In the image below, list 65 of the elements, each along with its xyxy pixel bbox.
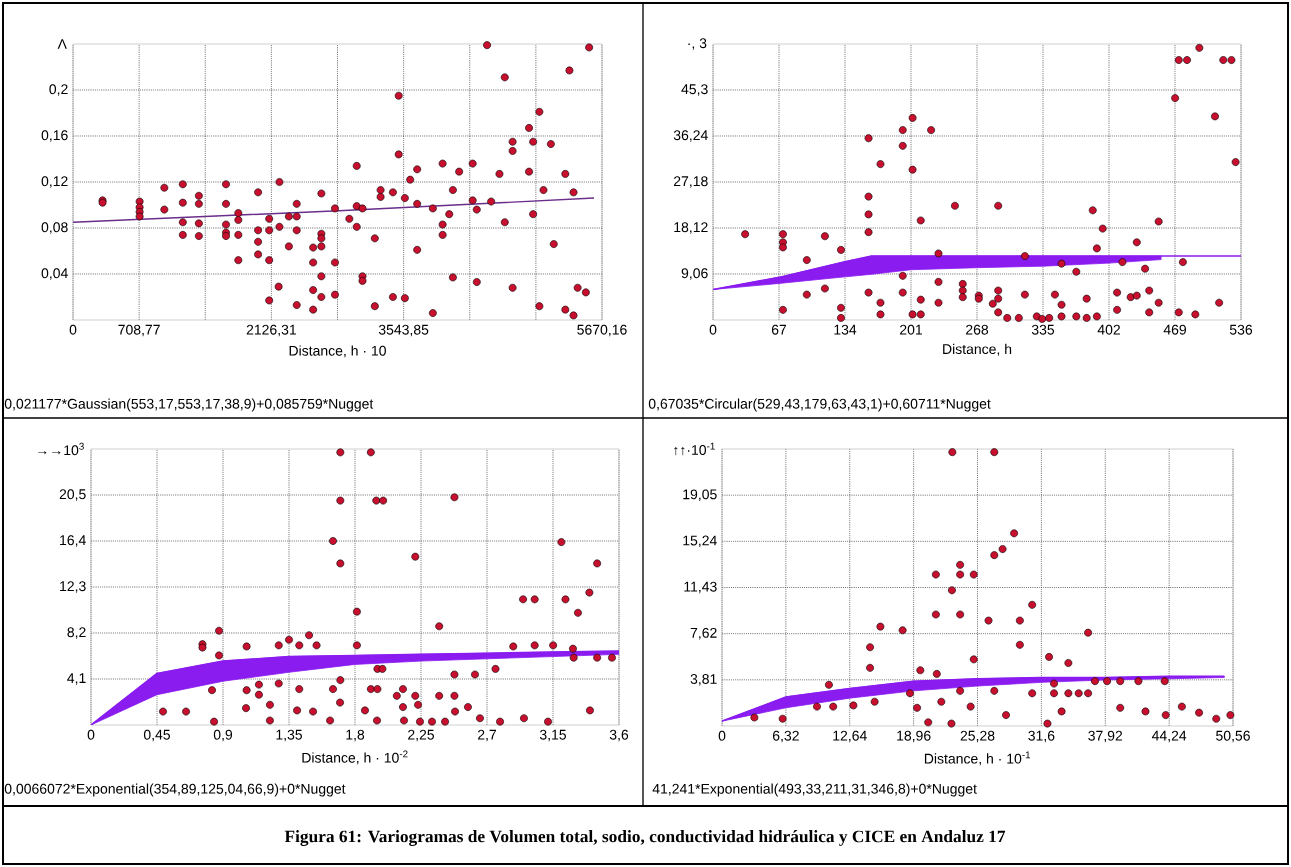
y-tick-label: 20,5: [59, 489, 86, 501]
x-tick-label: 268: [966, 324, 989, 335]
x-tick-label: 0,45: [143, 729, 171, 742]
x-tick-label: 5670,16: [577, 324, 627, 337]
x-tick-label: 67: [771, 324, 787, 335]
y-axis-title: →→10$^{3}$: [38, 442, 84, 456]
x-tick-label: 50,56: [1216, 730, 1250, 743]
y-axis-title: Λ: [57, 39, 67, 49]
x-tick-label: 0: [709, 324, 717, 335]
text: Figura 61: Variogramas de Volumen total, sodio, conductividad hidráulica y CICE en Andaluz 17: [284, 830, 1006, 846]
y-tick-label: 27,18: [673, 176, 708, 188]
x-tick-label: 25,28: [960, 730, 995, 743]
y-tick-label: 18,12: [674, 222, 708, 234]
y-tick-label: 45,3: [681, 84, 708, 96]
text: 0,021177*Gaussian(553,17,553,17,38,9)+0,085759*Nugget: [4, 398, 374, 412]
x-tick-label: 2,25: [408, 729, 435, 742]
y-tick-label: 0,08: [41, 222, 68, 234]
y-tick-label: 3,81: [690, 674, 717, 686]
x-tick-label: 1,35: [276, 729, 303, 742]
y-tick-label: 11,43: [684, 581, 717, 594]
y-tick-label: 0,16: [41, 130, 68, 142]
x-tick-label: 0: [87, 729, 95, 740]
x-tick-label: 469: [1163, 324, 1187, 335]
y-tick-label: 4,1: [67, 673, 86, 685]
y-tick-label: 12,3: [60, 581, 86, 593]
y-tick-label: 7,62: [690, 627, 717, 640]
text: 0,67035*Circular(529,43,179,63,43,1)+0,60711*Nugget: [648, 398, 991, 412]
x-tick-label: 335: [1031, 324, 1055, 335]
x-tick-label: 0,9: [213, 729, 233, 742]
y-tick-label: 0,2: [49, 84, 68, 96]
x-tick-label: 2126,31: [246, 324, 296, 337]
x-tick-label: 3,6: [609, 729, 629, 742]
y-tick-label: 19,05: [683, 489, 717, 501]
x-axis-title: Distance, h · 10$^{-1}$: [924, 751, 1031, 766]
x-tick-label: 402: [1097, 324, 1120, 335]
y-tick-label: 36,24: [673, 130, 708, 142]
y-tick-label: 0,04: [41, 268, 68, 280]
x-axis-title: Distance, h · 10: [289, 345, 386, 358]
x-tick-label: 3543,85: [378, 324, 429, 337]
y-tick-label: 0,12: [41, 176, 68, 188]
y-tick-label: 15,24: [683, 535, 717, 548]
x-tick-label: 31,6: [1028, 730, 1055, 743]
x-tick-label: 536: [1229, 324, 1253, 335]
x-tick-label: 0: [69, 324, 77, 335]
x-tick-label: 18,96: [897, 730, 931, 743]
x-axis-title: Distance, h: [943, 343, 1012, 356]
y-tick-label: 8,2: [67, 627, 86, 639]
x-tick-label: 1,8: [346, 729, 365, 742]
x-tick-label: 3,15: [539, 729, 567, 742]
text: 41,241*Exponential(493,33,211,31,346,8)+0*Nugget: [652, 783, 977, 797]
x-tick-label: 12,64: [833, 730, 867, 743]
x-tick-label: 134: [834, 324, 857, 335]
x-tick-label: 708,77: [118, 324, 160, 337]
x-tick-label: 2,7: [477, 729, 497, 742]
y-axis-title: ·, 3: [688, 38, 707, 50]
x-tick-label: 44,24: [1151, 730, 1187, 743]
x-tick-label: 201: [900, 324, 922, 335]
y-axis-title: ↑↑·10$^{-1}$: [674, 442, 715, 456]
x-axis-title: Distance, h · 10$^{-2}$: [302, 750, 408, 765]
y-tick-label: 16,4: [60, 535, 86, 547]
x-tick-label: 6,32: [772, 730, 799, 743]
x-tick-label: 0: [718, 730, 726, 741]
x-tick-label: 37,92: [1088, 730, 1123, 743]
y-tick-label: 9,06: [681, 268, 708, 280]
text: 0,0066072*Exponential(354,89,125,04,66,9)+0*Nugget: [4, 783, 346, 797]
